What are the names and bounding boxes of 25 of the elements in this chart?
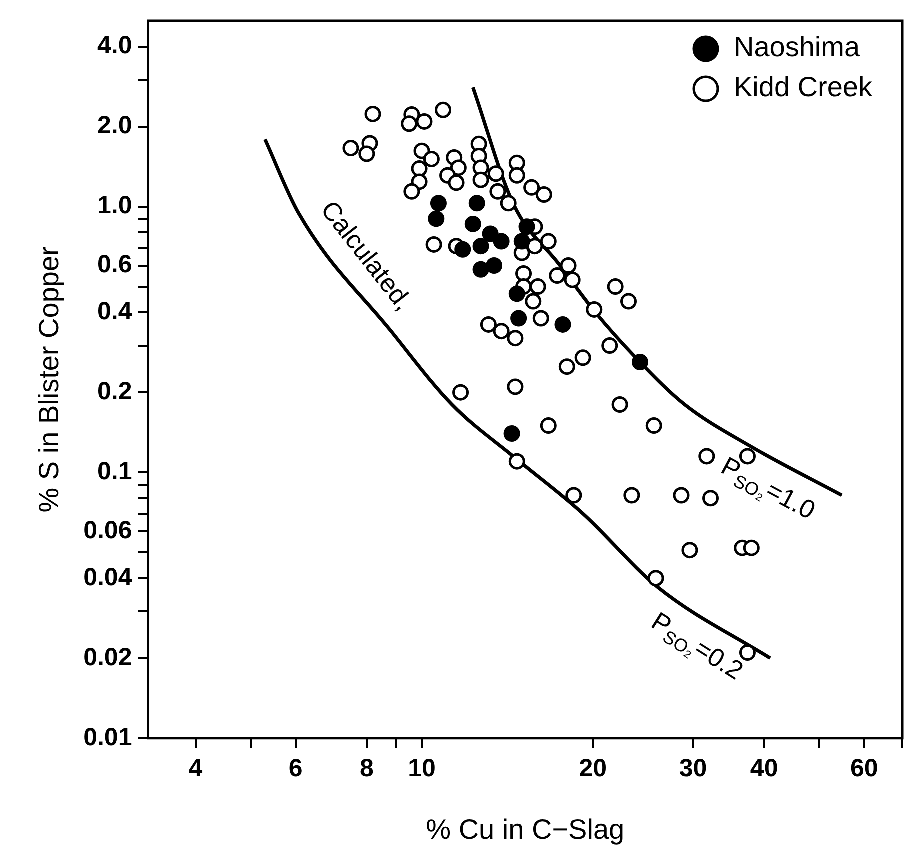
x-tick-label: 4 <box>188 754 203 782</box>
y-tick-label: 0.02 <box>84 643 132 672</box>
x-axis-title: % Cu in C−Slag <box>426 814 625 845</box>
text: PSO₂=0.2 <box>646 606 749 686</box>
x-tick-label: 40 <box>750 754 778 782</box>
x-tick-label: 60 <box>850 754 878 782</box>
y-tick-label: 1.0 <box>97 192 132 220</box>
y-tick-label: 0.06 <box>84 516 132 544</box>
y-tick-label: 0.04 <box>84 563 132 592</box>
y-tick-label: 4.0 <box>97 32 132 60</box>
y-tick-label: 0.01 <box>84 723 132 752</box>
x-tick-label: 20 <box>579 754 608 782</box>
y-tick-label: 0.1 <box>97 457 132 486</box>
legend-label: Kidd Creek <box>734 72 874 103</box>
x-tick-label: 30 <box>679 754 708 782</box>
x-tick-label: 8 <box>360 754 374 782</box>
y-tick-label: 2.0 <box>97 112 132 140</box>
text: PSO₂=1.0 <box>716 450 821 526</box>
y-tick-label: 0.4 <box>97 297 132 326</box>
y-axis-title: % S in Blister Copper <box>34 246 65 513</box>
y-tick-label: 0.6 <box>97 250 132 279</box>
x-tick-label: 6 <box>288 754 303 782</box>
x-tick-label: 10 <box>408 754 436 782</box>
legend-label: Naoshima <box>734 32 860 63</box>
y-tick-label: 0.2 <box>97 377 132 406</box>
